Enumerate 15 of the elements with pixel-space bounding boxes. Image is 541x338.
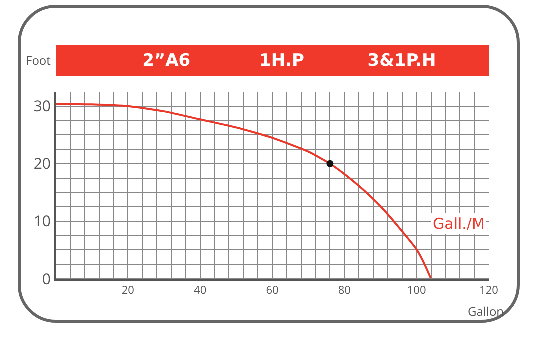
y-tick-label: 20 xyxy=(34,154,51,174)
y-tick-label: 10 xyxy=(34,212,51,232)
x-tick-label: 40 xyxy=(194,283,207,298)
x-tick-label: 60 xyxy=(266,283,279,298)
y-tick-label: 30 xyxy=(34,96,51,117)
banner: 2”A6 1H.P 3&1P.H xyxy=(56,45,489,76)
x-axis-title: Gallon xyxy=(468,303,504,320)
x-tick-label: 20 xyxy=(122,283,134,298)
x-tick-label: 80 xyxy=(338,283,351,298)
x-tick-label: 120 xyxy=(480,283,498,298)
series-label: Gall./M xyxy=(433,215,485,233)
line-series xyxy=(56,103,432,279)
y-tick-label: 0 xyxy=(42,269,51,290)
y-axis-title: Foot xyxy=(26,52,51,69)
x-tick-label: 100 xyxy=(407,283,426,298)
